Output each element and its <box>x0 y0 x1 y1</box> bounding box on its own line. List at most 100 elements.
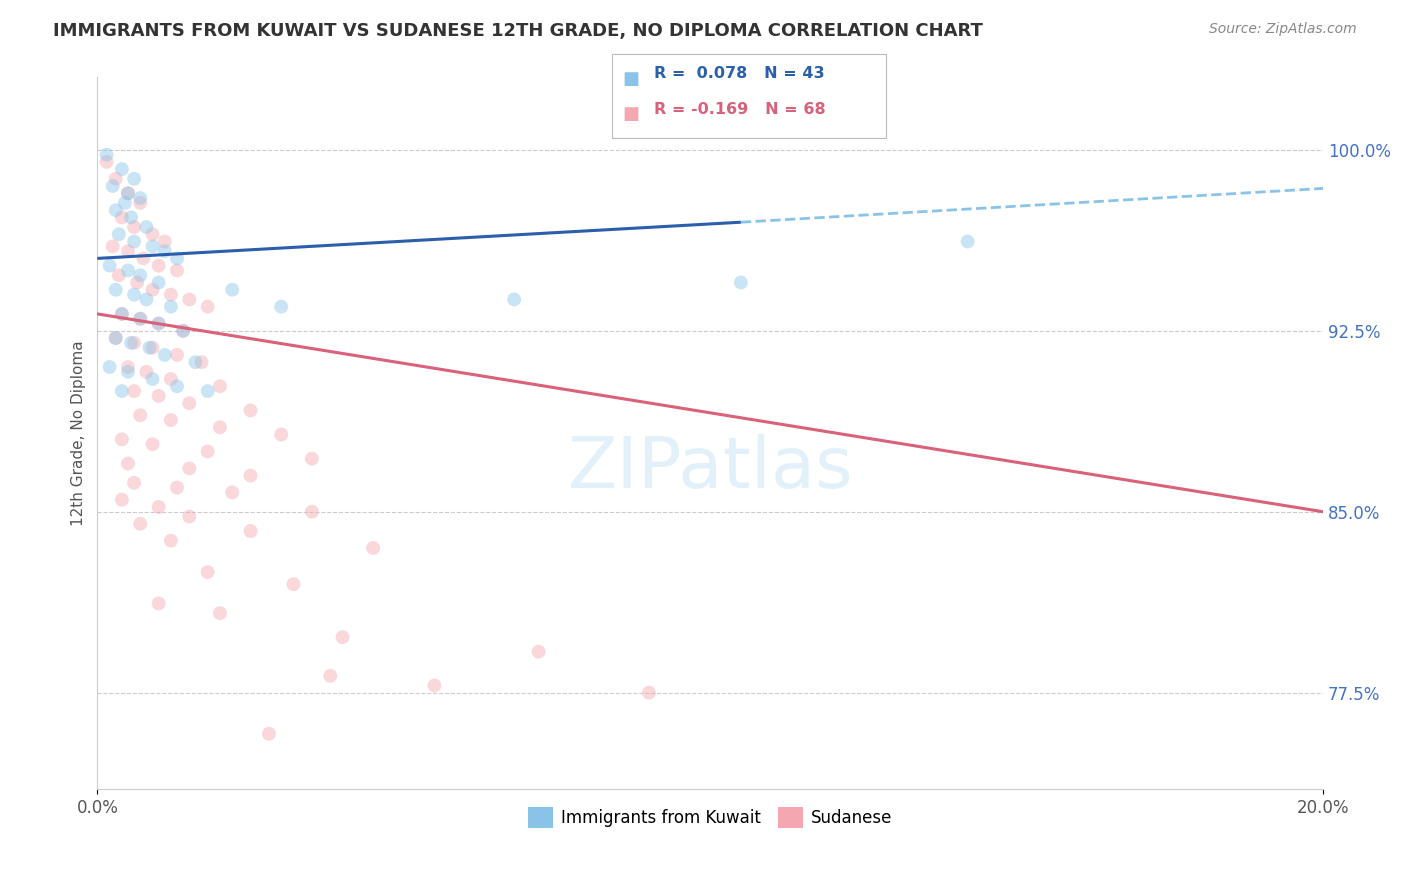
Point <box>111 307 134 321</box>
Point <box>117 186 139 201</box>
Point <box>107 227 129 242</box>
Point <box>166 379 188 393</box>
Point <box>120 335 142 350</box>
Point <box>101 239 124 253</box>
Point <box>301 451 323 466</box>
Point <box>122 220 145 235</box>
Point <box>190 355 212 369</box>
Text: R =  0.078   N = 43: R = 0.078 N = 43 <box>654 66 824 81</box>
Point <box>172 324 194 338</box>
Point <box>148 596 170 610</box>
Text: ZIPatlas: ZIPatlas <box>568 434 853 503</box>
Text: R = -0.169   N = 68: R = -0.169 N = 68 <box>654 102 825 117</box>
Point <box>160 287 183 301</box>
Point <box>148 276 170 290</box>
Point <box>503 293 526 307</box>
Point <box>129 311 152 326</box>
Point <box>257 727 280 741</box>
Point <box>129 311 152 326</box>
Point <box>332 630 354 644</box>
Point <box>122 287 145 301</box>
Text: Source: ZipAtlas.com: Source: ZipAtlas.com <box>1209 22 1357 37</box>
Point <box>148 317 170 331</box>
Point <box>117 365 139 379</box>
Point <box>148 317 170 331</box>
Point <box>104 203 127 218</box>
Point <box>141 239 163 253</box>
Point <box>111 433 134 447</box>
Point <box>197 300 219 314</box>
Point <box>638 686 661 700</box>
Point <box>122 475 145 490</box>
Point <box>148 500 170 514</box>
Point <box>730 276 752 290</box>
Point <box>141 341 163 355</box>
Point <box>129 191 152 205</box>
Point <box>122 235 145 249</box>
Point <box>101 179 124 194</box>
Point <box>160 372 183 386</box>
Point <box>135 293 157 307</box>
Point <box>153 244 176 259</box>
Point <box>160 300 183 314</box>
Point <box>208 379 231 393</box>
Point <box>361 541 384 555</box>
Point <box>166 348 188 362</box>
Point <box>117 359 139 374</box>
Point <box>270 427 292 442</box>
Point <box>160 533 183 548</box>
Point <box>208 420 231 434</box>
Legend: Immigrants from Kuwait, Sudanese: Immigrants from Kuwait, Sudanese <box>522 801 900 834</box>
Point <box>104 331 127 345</box>
Point <box>166 252 188 266</box>
Point <box>96 147 118 161</box>
Point <box>270 300 292 314</box>
Point <box>98 259 121 273</box>
Point <box>172 324 194 338</box>
Point <box>221 283 243 297</box>
Point <box>221 485 243 500</box>
Point <box>120 211 142 225</box>
Point <box>98 359 121 374</box>
Point <box>160 413 183 427</box>
Text: IMMIGRANTS FROM KUWAIT VS SUDANESE 12TH GRADE, NO DIPLOMA CORRELATION CHART: IMMIGRANTS FROM KUWAIT VS SUDANESE 12TH … <box>53 22 983 40</box>
Point <box>111 307 134 321</box>
Point <box>148 259 170 273</box>
Point <box>197 384 219 398</box>
Point <box>111 384 134 398</box>
Point <box>184 355 207 369</box>
Point <box>166 263 188 277</box>
Point <box>129 409 152 423</box>
Text: ■: ■ <box>623 70 640 87</box>
Point <box>111 211 134 225</box>
Point <box>117 186 139 201</box>
Point <box>141 227 163 242</box>
Point <box>179 396 201 410</box>
Point <box>104 283 127 297</box>
Point <box>117 244 139 259</box>
Point <box>114 195 136 210</box>
Point <box>104 171 127 186</box>
Point <box>148 389 170 403</box>
Point <box>129 268 152 283</box>
Point <box>166 481 188 495</box>
Point <box>141 372 163 386</box>
Point <box>301 505 323 519</box>
Point <box>197 444 219 458</box>
Point <box>179 293 201 307</box>
Point <box>208 606 231 620</box>
Point <box>239 524 262 538</box>
Text: ■: ■ <box>623 105 640 123</box>
Point <box>104 331 127 345</box>
Point <box>197 565 219 579</box>
Point <box>319 669 342 683</box>
Point <box>122 171 145 186</box>
Point <box>122 335 145 350</box>
Point <box>129 516 152 531</box>
Point <box>107 268 129 283</box>
Point <box>141 283 163 297</box>
Point <box>111 162 134 177</box>
Point <box>122 384 145 398</box>
Y-axis label: 12th Grade, No Diploma: 12th Grade, No Diploma <box>72 341 86 526</box>
Point <box>956 235 979 249</box>
